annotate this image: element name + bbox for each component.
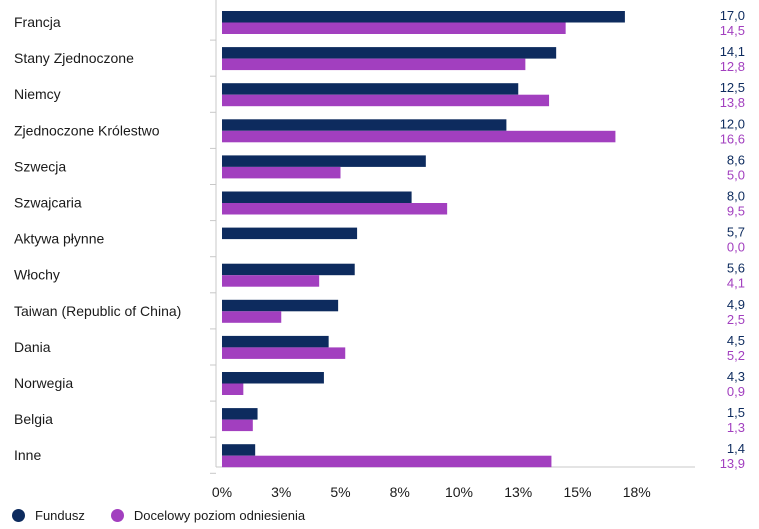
category-label: Francja xyxy=(14,14,61,30)
bar-benchmark xyxy=(222,130,616,143)
value-label-benchmark: 9,5 xyxy=(727,204,745,219)
value-label-benchmark: 13,8 xyxy=(720,95,745,110)
value-label-fundusz: 4,5 xyxy=(727,333,745,348)
bar-benchmark xyxy=(222,383,244,395)
legend-label-fundusz: Fundusz xyxy=(35,508,85,523)
category-label: Taiwan (Republic of China) xyxy=(14,303,181,319)
value-label-benchmark: 5,2 xyxy=(727,348,745,363)
value-label-benchmark: 14,5 xyxy=(720,23,745,38)
x-tick-label: 3% xyxy=(271,484,291,500)
value-label-fundusz: 8,0 xyxy=(727,189,745,204)
bar-fundusz xyxy=(222,191,412,203)
category-label: Zjednoczone Królestwo xyxy=(14,122,160,138)
category-label: Dania xyxy=(14,339,51,355)
bar-benchmark xyxy=(222,22,566,34)
bar-fundusz xyxy=(222,335,329,348)
category-label: Włochy xyxy=(14,267,60,283)
bar-fundusz xyxy=(222,444,256,456)
category-label: Aktywa płynne xyxy=(14,231,104,247)
value-label-fundusz: 1,4 xyxy=(727,441,745,456)
legend-swatch-benchmark xyxy=(110,509,124,522)
legend: Fundusz Docelowy poziom odniesienia xyxy=(12,508,331,523)
value-label-benchmark: 13,9 xyxy=(720,456,745,471)
bar-fundusz xyxy=(222,155,426,167)
x-axis-ticks: 0% 3% 5% 8% 10% 13% 15% 18% xyxy=(212,484,651,500)
value-label-fundusz: 4,3 xyxy=(727,369,745,384)
x-tick-label: 0% xyxy=(212,484,232,500)
bar-fundusz xyxy=(222,263,355,276)
bar-benchmark xyxy=(222,347,346,359)
value-label-benchmark: 12,8 xyxy=(720,59,745,74)
bar-fundusz xyxy=(222,11,625,23)
bar-benchmark xyxy=(222,94,550,107)
value-label-benchmark: 5,0 xyxy=(727,167,745,182)
bar-benchmark xyxy=(222,419,253,432)
value-label-fundusz: 14,1 xyxy=(720,44,745,59)
legend-label-benchmark: Docelowy poziom odniesienia xyxy=(133,508,306,523)
bars xyxy=(222,11,625,468)
bar-fundusz xyxy=(222,47,557,59)
value-label-fundusz: 12,5 xyxy=(720,80,745,95)
category-label: Inne xyxy=(14,447,41,463)
value-label-fundusz: 12,0 xyxy=(720,116,745,131)
bar-fundusz xyxy=(222,119,507,131)
x-tick-label: 10% xyxy=(445,484,473,500)
value-label-fundusz: 8,6 xyxy=(727,152,745,167)
bar-fundusz xyxy=(222,299,339,312)
x-tick-label: 15% xyxy=(563,484,591,500)
value-label-benchmark: 2,5 xyxy=(727,312,745,327)
value-label-benchmark: 0,9 xyxy=(727,384,745,399)
value-label-benchmark: 4,1 xyxy=(727,276,745,291)
bar-fundusz xyxy=(222,227,358,240)
value-label-fundusz: 5,7 xyxy=(727,225,745,240)
x-tick-label: 18% xyxy=(623,484,651,500)
value-labels: 17,014,5 14,112,8 12,513,8 12,016,6 8,65,0 8,… xyxy=(720,8,745,471)
category-label: Belgia xyxy=(14,411,53,427)
category-labels: Francja Stany Zjednoczone Niemcy Zjednoczon… xyxy=(14,14,216,474)
value-label-benchmark: 0,0 xyxy=(727,240,745,255)
value-label-benchmark: 1,3 xyxy=(727,420,745,435)
category-label: Stany Zjednoczone xyxy=(14,50,134,66)
bar-fundusz xyxy=(222,83,519,95)
bar-benchmark xyxy=(222,275,320,287)
category-label: Norwegia xyxy=(14,375,73,391)
bar-benchmark xyxy=(222,58,526,71)
category-label: Szwecja xyxy=(14,158,66,174)
bar-fundusz xyxy=(222,408,258,420)
value-label-fundusz: 1,5 xyxy=(727,405,745,420)
category-label: Szwajcaria xyxy=(14,195,82,211)
value-label-fundusz: 5,6 xyxy=(727,261,745,276)
bar-benchmark xyxy=(222,166,341,179)
bar-fundusz xyxy=(222,372,324,384)
legend-item-benchmark: Docelowy poziom odniesienia xyxy=(110,508,306,523)
x-tick-label: 13% xyxy=(504,484,532,500)
legend-swatch-fundusz xyxy=(12,509,25,522)
value-label-benchmark: 16,6 xyxy=(720,131,745,146)
x-tick-label: 8% xyxy=(390,484,410,500)
value-label-fundusz: 4,9 xyxy=(727,297,745,312)
category-label: Niemcy xyxy=(14,86,61,102)
x-tick-label: 5% xyxy=(330,484,350,500)
bar-benchmark xyxy=(222,311,282,323)
bar-benchmark xyxy=(222,203,448,215)
bar-benchmark xyxy=(222,455,552,468)
value-label-fundusz: 17,0 xyxy=(720,8,745,23)
legend-item-fundusz: Fundusz xyxy=(12,508,85,523)
